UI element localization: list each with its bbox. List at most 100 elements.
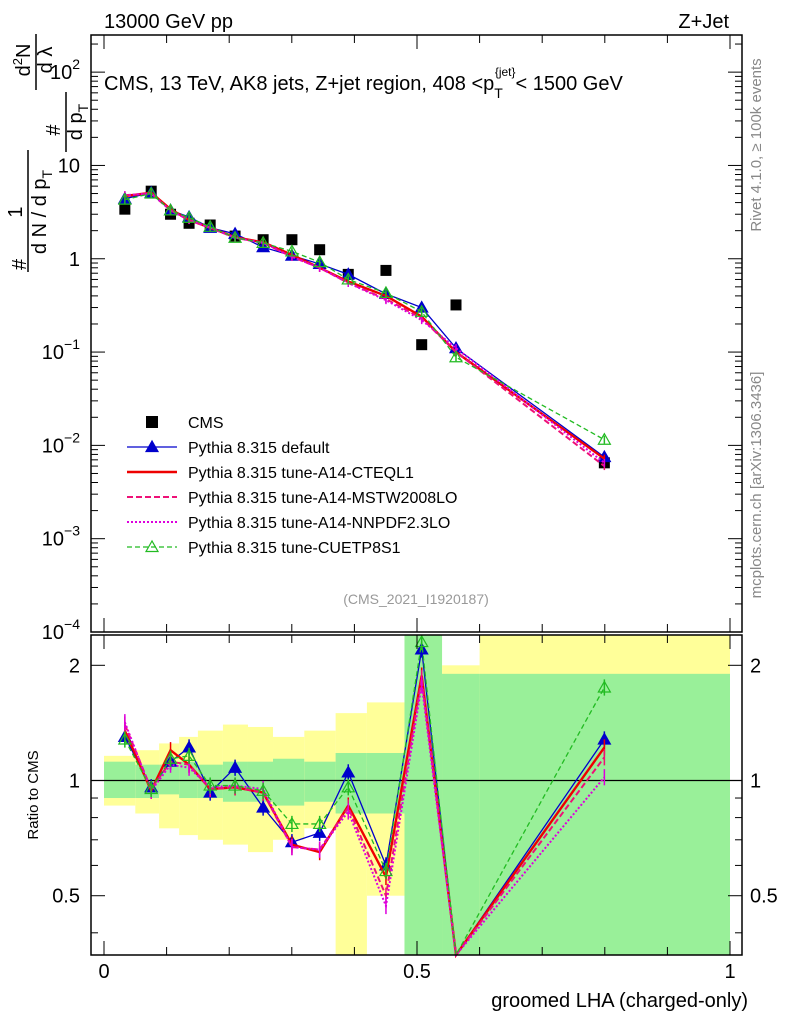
- ratio-y-tick-label-right: 1: [750, 771, 761, 793]
- mcplots-label: mcplots.cern.ch [arXiv:1306.3436]: [748, 372, 765, 599]
- ratio-point: [341, 780, 356, 793]
- cms-point: [416, 339, 428, 351]
- cuetp8s1-point: [312, 254, 327, 268]
- ratio-point: [597, 680, 612, 693]
- header-right: Z+Jet: [678, 11, 729, 33]
- svg-text:d λ: d λ: [35, 47, 57, 74]
- svg-text:#: #: [9, 258, 31, 270]
- band-inner: [104, 761, 136, 799]
- ratio-y-tick-label-right: 0.5: [750, 886, 778, 908]
- legend-label: Pythia 8.315 default: [188, 440, 330, 457]
- legend-entry: Pythia 8.315 default: [127, 439, 330, 457]
- cuetp8s1-point: [256, 235, 271, 248]
- legend-marker: [144, 539, 160, 553]
- legend-entry: Pythia 8.315 tune-CUETP8S1: [127, 539, 401, 557]
- cuetp8s1-point: [378, 285, 393, 299]
- ratio-point: [256, 800, 271, 813]
- cms-point: [450, 299, 462, 311]
- legend-label: Pythia 8.315 tune-A14-CTEQL1: [188, 465, 414, 482]
- cuetp8s1-point: [414, 304, 429, 317]
- xlabel: groomed LHA (charged-only): [491, 990, 748, 1012]
- legend-label: Pythia 8.315 tune-A14-NNPDF2.3LO: [188, 515, 450, 532]
- ratio-y-tick-label: 2: [69, 655, 80, 677]
- ratio-point: [117, 732, 132, 745]
- rivet-label: Rivet 4.1.0, ≥ 100k events: [748, 58, 765, 231]
- band-inner: [273, 758, 305, 806]
- ratio-point: [414, 634, 429, 648]
- ratio-point: [312, 825, 327, 838]
- svg-text:#: #: [43, 124, 65, 136]
- header-left: 13000 GeV pp: [104, 11, 233, 33]
- ratio-line: [124, 641, 605, 958]
- cms-point: [380, 264, 392, 276]
- cms-point: [119, 203, 131, 215]
- ratio-point: [228, 760, 243, 773]
- ratio-point: [163, 751, 178, 764]
- ratio-point: [341, 765, 356, 778]
- legend-label: Pythia 8.315 tune-A14-MSTW2008LO: [188, 490, 457, 507]
- ratio-point: [182, 748, 197, 761]
- band-inner: [479, 673, 730, 955]
- series-line: [124, 192, 605, 441]
- legend-label: Pythia 8.315 tune-CUETP8S1: [188, 540, 401, 557]
- x-tick-label: 0.5: [403, 961, 431, 983]
- band-inner: [442, 673, 480, 955]
- series-cuetp8s1: [117, 186, 612, 445]
- main-series: [117, 185, 612, 471]
- ratio-point: [378, 863, 393, 877]
- cuetp8s1-point: [203, 219, 218, 232]
- main-axes: 102 10 1 10−1 10−2 10−3 10−4: [42, 34, 743, 644]
- svg-text:d2N: d2N: [10, 44, 35, 77]
- ratio-series-cuetp8s1: [117, 634, 612, 958]
- legend: CMS Pythia 8.315 default Pythia 8.315 tune…: [127, 415, 457, 557]
- cuetp8s1-point: [597, 432, 612, 445]
- legend-label: CMS: [188, 415, 224, 432]
- ratio-line: [123, 684, 606, 958]
- ratio-point: [312, 816, 327, 830]
- ratio-y-tick-label: 0.5: [52, 886, 80, 908]
- cuetp8s1-point: [163, 203, 178, 216]
- svg-text:d pT: d pT: [65, 103, 91, 140]
- x-tick-label: 0: [98, 961, 109, 983]
- legend-marker: [146, 416, 158, 428]
- ratio-point: [256, 783, 271, 796]
- cuetp8s1-point: [341, 272, 356, 285]
- y-tick-label: 10−3: [42, 523, 80, 551]
- cms-point: [286, 234, 298, 246]
- band-inner: [335, 753, 367, 814]
- ratio-point: [228, 778, 243, 791]
- cuetp8s1-point: [117, 192, 132, 205]
- y-tick-label: 1: [69, 249, 80, 271]
- cuetp8s1-point: [228, 230, 243, 243]
- y-tick-label: 10−2: [42, 429, 80, 457]
- band-inner: [304, 761, 336, 802]
- cuetp8s1-point: [284, 244, 299, 257]
- y-tick-label: 10−1: [42, 336, 80, 364]
- cuetp8s1-point: [448, 350, 464, 363]
- ratio-point: [284, 816, 299, 830]
- y-tick-label: 102: [50, 56, 80, 84]
- legend-entry: Pythia 8.315 tune-A14-NNPDF2.3LO: [127, 515, 450, 532]
- ratio-series: [117, 634, 612, 959]
- x-tick-label: 1: [724, 961, 735, 983]
- analysis-tag: (CMS_2021_I1920187): [343, 591, 489, 607]
- ratio-point: [203, 778, 218, 791]
- ratio-y-tick-label-right: 2: [750, 655, 761, 677]
- cms-point: [314, 244, 326, 256]
- y-tick-label: 10: [58, 155, 80, 177]
- cuetp8s1-point: [144, 186, 159, 199]
- svg-text:1: 1: [5, 206, 27, 217]
- chart-title: CMS, 13 TeV, AK8 jets, Z+jet region, 408…: [104, 65, 623, 101]
- cuetp8s1-point: [182, 210, 197, 223]
- ratio-point: [144, 781, 159, 795]
- main-ylabel: # 1 d N / d pT # d pT d2N d λ: [5, 34, 91, 272]
- ratio-axes: 2 2 1 1 0.5 0.5 0 0.5 1: [52, 634, 778, 983]
- ratio-ylabel: Ratio to CMS: [25, 750, 42, 839]
- legend-entry: CMS: [146, 415, 224, 432]
- legend-entry: Pythia 8.315 tune-A14-MSTW2008LO: [127, 490, 457, 507]
- legend-marker: [144, 439, 160, 453]
- y-tick-label: 10−4: [42, 616, 80, 644]
- ratio-y-tick-label: 1: [69, 771, 80, 793]
- svg-text:d N / d pT: d N / d pT: [29, 169, 55, 254]
